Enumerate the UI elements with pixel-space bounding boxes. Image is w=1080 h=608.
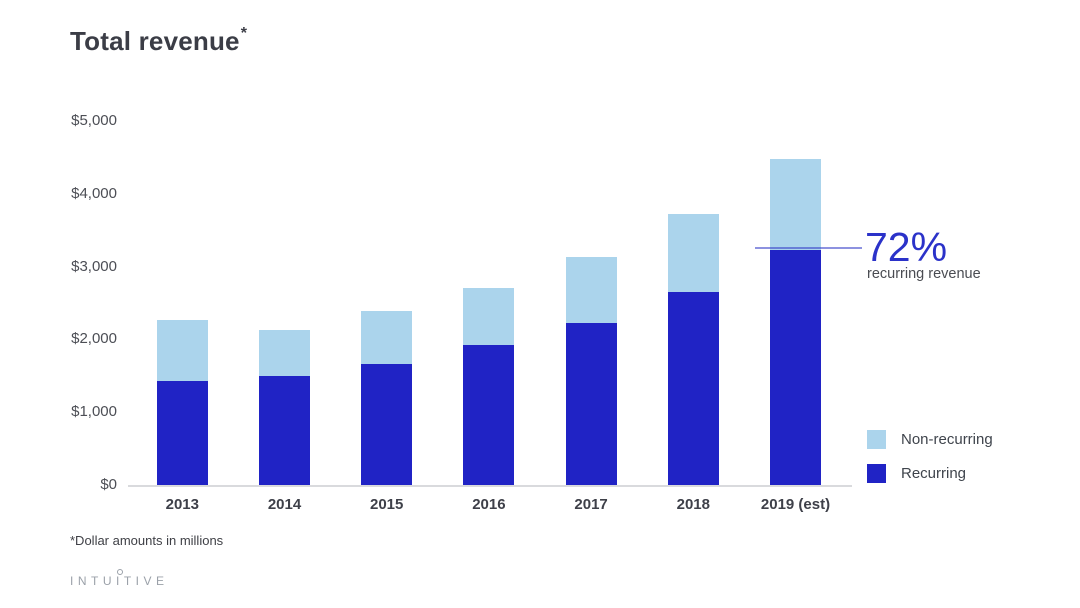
logo-text-prefix: INTU bbox=[70, 574, 116, 588]
y-axis-tick-label: $5,000 bbox=[71, 112, 117, 129]
logo-ring-letter: I bbox=[116, 574, 124, 588]
x-axis-label-2013: 2013 bbox=[165, 496, 199, 513]
legend-label-recurring: Recurring bbox=[901, 464, 967, 482]
x-axis-line bbox=[128, 485, 852, 487]
legend-item-recurring: Recurring bbox=[867, 463, 993, 483]
bar-segment-recurring-2017 bbox=[565, 323, 617, 485]
y-axis-tick-label: $0 bbox=[100, 476, 117, 493]
bar-segment-recurring-2014 bbox=[259, 376, 310, 485]
bar-segment-non-recurring-2019 (est) bbox=[770, 158, 821, 251]
legend-label-non-recurring: Non-recurring bbox=[901, 430, 993, 448]
bar-segment-recurring-2019 (est) bbox=[770, 250, 821, 485]
bar-segment-recurring-2015 bbox=[361, 363, 413, 485]
bar-segment-non-recurring-2014 bbox=[259, 329, 310, 377]
legend-item-non-recurring: Non-recurring bbox=[867, 429, 993, 449]
bar-segment-recurring-2016 bbox=[463, 345, 515, 485]
x-axis-label-2018: 2018 bbox=[676, 496, 710, 513]
y-axis-tick-label: $1,000 bbox=[71, 403, 117, 421]
annotation-leader-line bbox=[755, 247, 862, 250]
title-text: Total revenue bbox=[70, 26, 240, 56]
annotation-caption: recurring revenue bbox=[867, 266, 981, 282]
bar-segment-recurring-2018 bbox=[667, 292, 719, 485]
bar-segment-non-recurring-2018 bbox=[667, 213, 719, 293]
title-asterisk: * bbox=[240, 25, 248, 43]
x-axis-label-2019 (est): 2019 (est) bbox=[760, 496, 831, 513]
bar-segment-non-recurring-2015 bbox=[361, 311, 413, 364]
logo-text-suffix: TIVE bbox=[123, 574, 169, 588]
x-axis-label-2015: 2015 bbox=[370, 496, 404, 513]
annotation-percent: 72% bbox=[865, 224, 948, 270]
x-axis-label-2014: 2014 bbox=[267, 496, 302, 513]
bar-segment-recurring-2013 bbox=[156, 380, 208, 485]
y-axis-tick-label: $2,000 bbox=[71, 330, 117, 348]
bar-segment-non-recurring-2017 bbox=[565, 257, 617, 323]
page-title: Total revenue* bbox=[70, 25, 248, 57]
intuitive-logo: INTUITIVE bbox=[70, 574, 169, 588]
recurring-swatch-icon bbox=[867, 463, 886, 483]
bar-segment-non-recurring-2013 bbox=[156, 320, 208, 381]
non-recurring-swatch-icon bbox=[867, 429, 886, 449]
bar-segment-non-recurring-2016 bbox=[463, 288, 515, 346]
y-axis-tick-label: $4,000 bbox=[71, 184, 117, 202]
footnote: *Dollar amounts in millions bbox=[70, 533, 224, 548]
legend: Non-recurring Recurring bbox=[867, 429, 993, 497]
x-axis-label-2016: 2016 bbox=[472, 496, 506, 513]
y-axis-tick-label: $3,000 bbox=[71, 257, 117, 275]
x-axis-label-2017: 2017 bbox=[574, 496, 608, 513]
